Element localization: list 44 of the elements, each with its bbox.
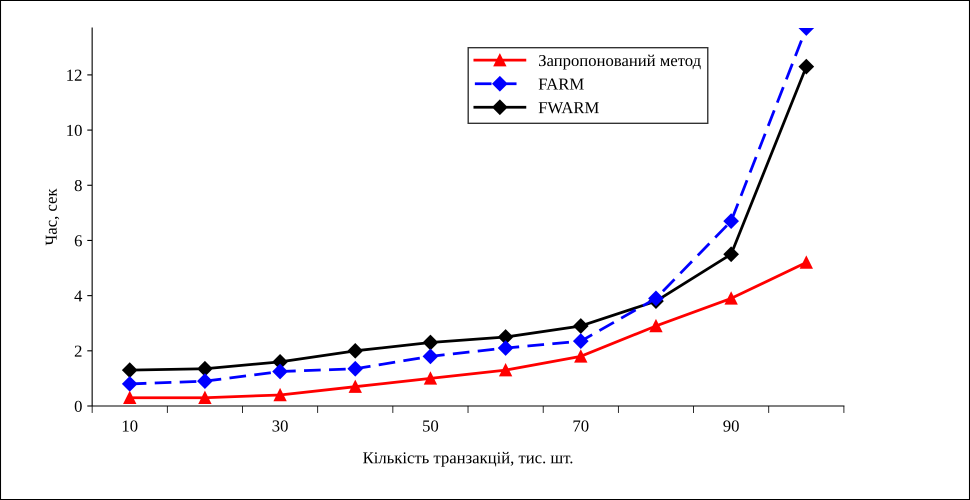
point [574,350,588,363]
point [800,256,813,269]
y-tick-label: 12 [67,70,82,81]
point [198,391,212,404]
point [349,380,362,393]
legend-label: FARM [538,78,584,90]
point [197,374,212,389]
point [648,290,664,306]
point [348,343,363,358]
point [122,376,138,392]
point [498,329,514,345]
y-tick-label: 8 [74,180,82,192]
point [422,334,438,350]
point [798,59,814,74]
point [274,388,286,402]
x-axis-title: Кількість транзакцій, тис. шт. [363,452,572,467]
point [724,214,739,229]
point [573,318,588,334]
legend-label: Запропонований метод [538,54,701,70]
point [123,391,136,404]
x-tick-label: 90 [723,420,739,432]
point [650,320,662,332]
point [272,364,288,380]
y-tick-label: 2 [74,346,82,357]
point [122,362,138,378]
point [573,334,588,349]
y-tick-label: 4 [74,290,82,302]
point [724,246,739,262]
x-tick-label: 50 [423,420,438,432]
y-tick-label: 6 [74,235,82,246]
legend-label: FWARM [538,102,599,114]
point [348,361,363,376]
point [422,348,438,364]
point [498,340,514,356]
y-axis-title: Час, сек [46,188,60,246]
x-tick-label: 30 [272,420,288,432]
point [424,372,437,385]
point [197,361,212,376]
point [499,364,512,376]
y-tick-label: 0 [74,400,82,412]
x-tick-label: 10 [122,420,138,432]
point [724,292,738,305]
y-tick-label: 10 [67,124,82,136]
x-tick-label: 70 [574,420,588,432]
